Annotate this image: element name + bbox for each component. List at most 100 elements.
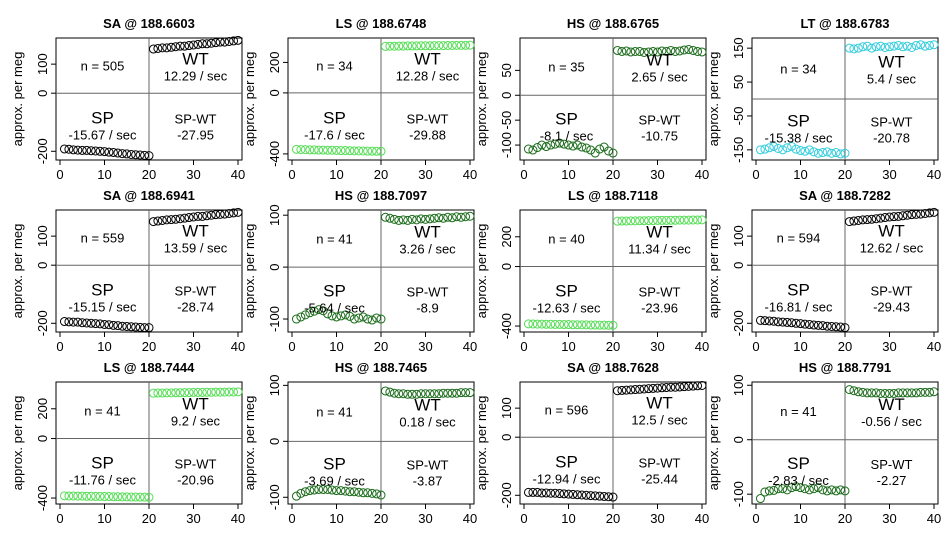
panel: HS @ 188.7097 approx. per meg -100 0 100 0 10 2…: [242, 188, 477, 354]
data-point-wt: [465, 211, 475, 221]
wt-rate: 12.29 / sec: [164, 69, 228, 84]
data-point-sp: [564, 489, 573, 499]
data-point-wt: [215, 209, 225, 219]
data-point-wt: [189, 40, 198, 50]
y-tick-label: -200: [731, 310, 746, 336]
data-point-sp: [323, 309, 333, 319]
data-point-sp: [537, 140, 547, 150]
data-point-sp: [831, 486, 841, 496]
data-point-wt: [416, 389, 426, 399]
data-point-wt: [876, 41, 886, 51]
x-tick-label: 30: [650, 511, 664, 526]
data-point-sp: [577, 142, 587, 152]
panel-title: HS @ 188.6765: [567, 16, 659, 31]
data-point-sp: [309, 306, 319, 316]
sp-label: SP: [787, 281, 810, 300]
x-tick-label: 30: [418, 339, 432, 354]
y-tick-label: 200: [499, 226, 514, 248]
wt-label: WT: [646, 222, 672, 241]
data-point-wt: [661, 383, 671, 393]
data-point-wt: [902, 41, 912, 51]
data-point-sp: [791, 144, 801, 154]
data-point-wt: [929, 387, 939, 397]
data-point-sp: [586, 491, 596, 501]
wt-label: WT: [878, 222, 904, 241]
data-point-sp: [787, 483, 797, 493]
data-point-sp: [100, 319, 109, 329]
data-point-sp: [586, 320, 596, 330]
data-point-sp: [604, 146, 614, 156]
data-point-wt: [653, 47, 662, 57]
x-tick-label: 30: [882, 167, 896, 182]
data-point-wt: [688, 215, 698, 225]
data-point-sp: [822, 321, 832, 331]
data-point-sp: [568, 141, 578, 151]
data-point-sp: [831, 322, 841, 332]
data-point-sp: [104, 320, 114, 330]
data-point-wt: [849, 44, 859, 54]
x-tick-label: 40: [231, 511, 245, 526]
data-point-wt: [679, 215, 689, 225]
wt-rate: 9.2 / sec: [171, 413, 221, 428]
data-point-sp: [91, 146, 101, 156]
data-point-sp: [144, 151, 154, 161]
x-tick-label: 10: [793, 167, 807, 182]
data-point-sp: [559, 139, 569, 149]
x-tick-label: 20: [838, 511, 852, 526]
data-point-sp: [300, 487, 310, 497]
data-point-sp: [541, 488, 551, 498]
data-point-sp: [367, 315, 377, 325]
data-point-sp: [836, 149, 846, 159]
data-point-sp: [760, 316, 770, 326]
data-point-wt: [389, 41, 399, 51]
x-tick-label: 40: [463, 511, 477, 526]
sp-label: SP: [555, 281, 578, 300]
data-point-sp: [296, 488, 306, 498]
data-point-sp: [372, 489, 382, 499]
data-point-sp: [586, 145, 596, 155]
wt-rate: 3.26 / sec: [399, 242, 456, 257]
data-point-sp: [332, 486, 341, 496]
data-point-sp: [323, 484, 333, 494]
data-point-wt: [380, 41, 390, 51]
data-point-wt: [621, 216, 631, 226]
sp-label: SP: [787, 112, 810, 131]
data-point-sp: [764, 316, 774, 326]
data-point-wt: [670, 382, 680, 392]
data-point-wt: [920, 41, 930, 51]
data-point-wt: [211, 38, 221, 48]
x-tick-label: 20: [606, 511, 620, 526]
x-tick-label: 0: [56, 511, 63, 526]
data-point-wt: [403, 215, 413, 225]
sp-label: SP: [323, 108, 346, 127]
data-point-sp: [305, 145, 315, 155]
data-point-sp: [773, 484, 783, 494]
data-point-sp: [314, 484, 324, 494]
data-point-wt: [907, 210, 917, 220]
data-point-wt: [452, 388, 462, 398]
data-point-sp: [126, 149, 136, 159]
data-point-sp: [354, 146, 364, 156]
data-point-sp: [318, 484, 328, 494]
data-point-wt: [849, 386, 859, 396]
data-point-wt: [871, 42, 881, 52]
data-point-wt: [911, 388, 921, 398]
spwt-label: SP-WT: [175, 456, 217, 471]
spwt-label: SP-WT: [175, 284, 217, 299]
data-point-sp: [117, 492, 127, 502]
data-point-wt: [175, 214, 185, 224]
data-point-sp: [131, 322, 141, 332]
data-point-sp: [604, 320, 614, 330]
data-point-sp: [773, 317, 783, 327]
n-label: n = 41: [84, 403, 121, 418]
data-point-wt: [635, 216, 645, 226]
data-point-sp: [840, 323, 850, 333]
y-tick-label: 0: [35, 262, 50, 269]
data-point-wt: [206, 387, 216, 397]
data-point-sp: [541, 319, 551, 329]
data-point-wt: [853, 43, 863, 53]
data-point-wt: [853, 387, 863, 397]
data-point-wt: [385, 387, 395, 397]
x-tick-label: 20: [142, 167, 156, 182]
data-point-wt: [447, 213, 457, 223]
